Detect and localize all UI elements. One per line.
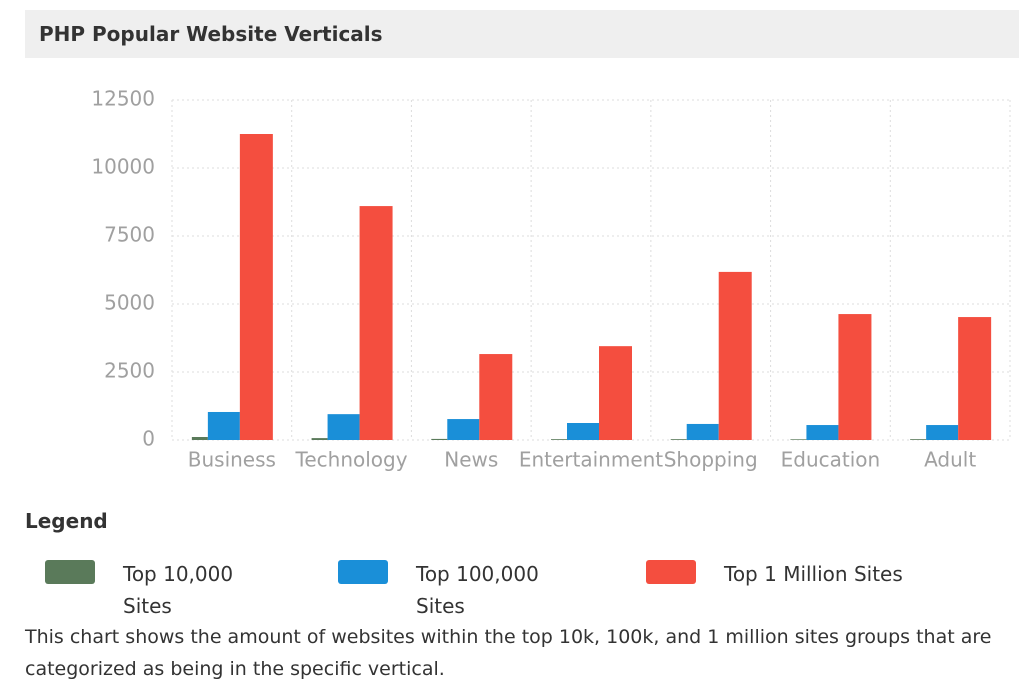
- bar: [958, 317, 992, 440]
- x-tick-label: Technology: [295, 448, 408, 472]
- legend-swatch: [338, 560, 388, 584]
- bar: [686, 423, 719, 440]
- x-tick-label: Adult: [924, 448, 976, 472]
- legend-swatch: [646, 560, 696, 584]
- chart-title: PHP Popular Website Verticals: [39, 22, 383, 46]
- bar: [806, 425, 839, 440]
- bar: [447, 419, 480, 440]
- bar: [926, 425, 959, 440]
- bar: [431, 438, 448, 440]
- y-tick-label: 12500: [91, 87, 155, 111]
- legend-label: Top 100,000 Sites: [416, 562, 539, 618]
- bar: [838, 314, 872, 440]
- legend-label: Top 10,000 Sites: [123, 562, 234, 618]
- bar: [239, 134, 273, 440]
- x-tick-label: News: [444, 448, 498, 472]
- bar: [670, 439, 687, 440]
- header: PHP Popular Website Verticals: [25, 10, 1019, 58]
- bar: [479, 354, 513, 440]
- x-tick-label: Business: [188, 448, 276, 472]
- legend-label: Top 1 Million Sites: [724, 562, 903, 586]
- bar: [191, 437, 208, 440]
- x-tick-label: Education: [781, 448, 881, 472]
- bar: [910, 439, 927, 440]
- bar: [718, 271, 752, 440]
- bar: [311, 438, 328, 440]
- bar: [327, 414, 360, 440]
- bar: [567, 423, 599, 440]
- y-tick-label: 2500: [104, 359, 155, 383]
- y-tick-label: 0: [142, 427, 155, 451]
- chart: 0 2500 5000 7500 10000 12500 Business Technolog…: [91, 87, 1011, 472]
- bar: [551, 439, 567, 440]
- bar: [207, 411, 240, 440]
- x-tick-label: Shopping: [664, 448, 758, 472]
- legend-heading: Legend: [25, 509, 108, 533]
- description: This chart shows the amount of websites …: [25, 626, 992, 680]
- legend-swatch: [45, 560, 95, 584]
- bar: [359, 206, 393, 440]
- y-tick-label: 5000: [104, 291, 155, 315]
- y-tick-label: 7500: [104, 223, 155, 247]
- bar: [790, 439, 807, 440]
- x-tick-label: Entertainment: [519, 448, 663, 472]
- bar: [599, 346, 632, 440]
- y-tick-label: 10000: [91, 155, 155, 179]
